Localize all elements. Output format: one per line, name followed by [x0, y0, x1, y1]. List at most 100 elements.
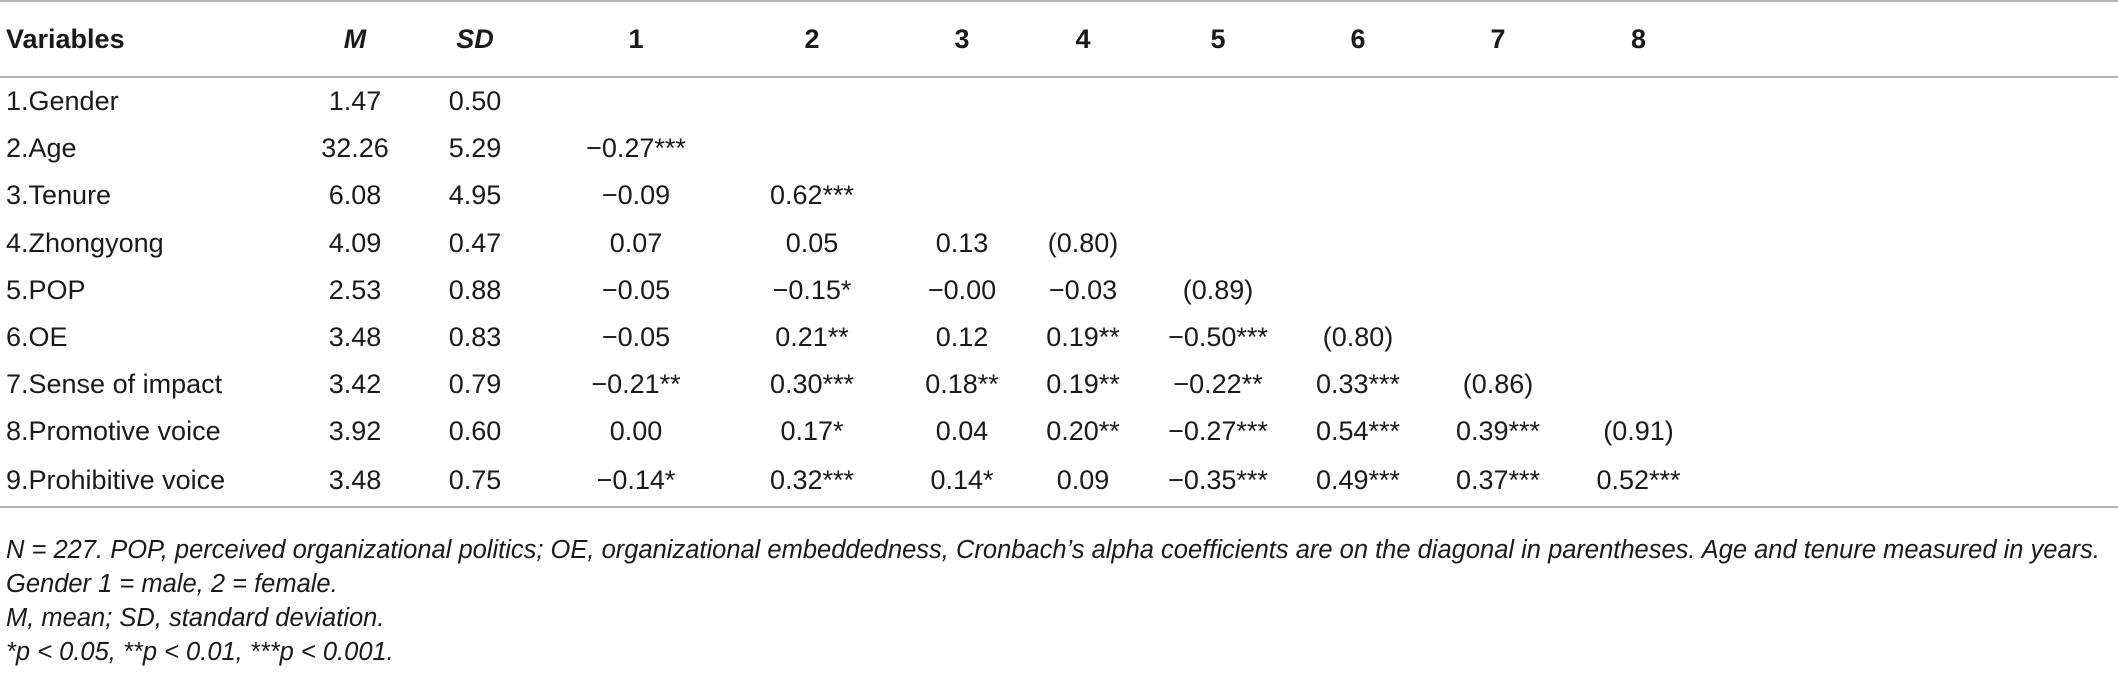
table-cell	[722, 77, 902, 125]
table-cell	[1144, 125, 1292, 172]
table-cell: 6.08	[328, 180, 382, 211]
table-cell	[1572, 314, 1705, 361]
table-cell: 0.09	[1022, 455, 1144, 508]
table-cell: −0.50***	[1168, 322, 1268, 353]
table-cell: 0.19**	[1046, 322, 1120, 353]
table-cell: −0.05	[601, 322, 671, 353]
table-row: 4.Zhongyong 4.09 0.47 0.07 0.05 0.13 (0.80)	[0, 220, 2118, 267]
note-line-significance: *p < 0.05, **p < 0.01, ***p < 0.001.	[6, 638, 394, 666]
table-cell	[1292, 125, 1424, 172]
table-cell	[1022, 125, 1144, 172]
table-cell	[1292, 220, 1424, 267]
table-cell	[1705, 220, 2118, 267]
table-cell	[1144, 172, 1292, 219]
table-cell	[1572, 172, 1705, 219]
table-cell: (0.86)	[1462, 369, 1534, 400]
table-cell	[1705, 408, 2118, 455]
table-cell: 0.83	[448, 322, 502, 353]
table-cell: 4.95	[448, 180, 502, 211]
table-row: 3.Tenure 6.08 4.95 −0.09 0.62***	[0, 172, 2118, 219]
table-cell: 0.13	[935, 227, 989, 258]
table-cell: 0.52***	[1572, 455, 1705, 508]
table-cell: 0.79	[448, 369, 502, 400]
header-col-2: 2	[722, 0, 902, 78]
table-cell: 32.26	[321, 133, 389, 164]
table-body: 1.Gender 1.47 0.50 2.Age 32.26 5.29 −0.27*** 3.…	[0, 77, 2118, 508]
table-row: 6.OE 3.48 0.83 −0.05 0.21** 0.12 0.19** −0.50**…	[0, 314, 2118, 361]
table-cell: 0.19**	[1046, 369, 1120, 400]
table-row: 1.Gender 1.47 0.50	[0, 77, 2118, 125]
header-row: Variables M SD 1 2 3 4 5 6 7 8 9	[0, 0, 2118, 78]
table-cell: (0.89)	[1182, 274, 1254, 305]
table-cell	[1572, 220, 1705, 267]
table-cell	[1292, 172, 1424, 219]
table-cell: 3.42	[328, 369, 382, 400]
table-cell: −0.15*	[772, 274, 852, 305]
table-cell: 0.50	[448, 86, 502, 117]
header-col-5: 5	[1144, 0, 1292, 78]
table-cell	[1705, 77, 2118, 125]
table-cell: −0.22**	[1173, 369, 1263, 400]
table-cell: −0.03	[1048, 274, 1118, 305]
table-cell	[902, 125, 1022, 172]
table-cell: 4.09	[328, 227, 382, 258]
table-cell	[902, 77, 1022, 125]
table-cell: 0.88	[448, 274, 502, 305]
table-cell: −0.27***	[586, 133, 686, 164]
table-cell: 0.33***	[1315, 369, 1401, 400]
header-col-8: 8	[1572, 0, 1705, 78]
table-cell	[1572, 267, 1705, 314]
table-header: Variables M SD 1 2 3 4 5 6 7 8 9	[0, 0, 2118, 78]
table-cell: 3.92	[328, 416, 382, 447]
table-cell: 5.29	[448, 133, 502, 164]
table-cell	[1424, 314, 1572, 361]
table-cell	[1022, 172, 1144, 219]
table-cell: 0.05	[785, 227, 839, 258]
table-cell: 0.00	[609, 416, 663, 447]
table-cell: −0.05	[601, 274, 671, 305]
header-col-9: 9	[1705, 0, 2118, 78]
table-cell: (0.80)	[1047, 227, 1119, 258]
table-cell: 3.48	[328, 322, 382, 353]
table-cell	[1424, 125, 1572, 172]
table-cell: (0.91)	[1603, 416, 1674, 447]
table-cell	[1572, 361, 1705, 408]
table-cell: 0.21**	[775, 322, 849, 353]
row-variable-label: 3.Tenure	[6, 180, 112, 211]
table-cell	[1144, 220, 1292, 267]
table-cell: 0.17*	[780, 416, 844, 447]
table-cell: −0.21**	[591, 369, 681, 400]
correlation-table-container: Variables M SD 1 2 3 4 5 6 7 8 9 1.Gende…	[0, 0, 2118, 508]
table-cell	[1424, 267, 1572, 314]
table-cell: 3.48	[310, 455, 400, 508]
row-variable-label: 4.Zhongyong	[6, 227, 164, 258]
note-line-abbreviations: M, mean; SD, standard deviation.	[6, 604, 385, 632]
table-cell: (0.80)	[1322, 322, 1394, 353]
table-cell	[1292, 267, 1424, 314]
header-sd: SD	[400, 0, 550, 78]
table-cell: 0.12	[935, 322, 989, 353]
table-cell	[1144, 77, 1292, 125]
table-cell: 2.53	[328, 274, 382, 305]
table-cell: −0.14*	[550, 455, 722, 508]
table-cell	[1022, 77, 1144, 125]
row-variable-label: 6.OE	[6, 322, 68, 353]
table-row: 5.POP 2.53 0.88 −0.05 −0.15* −0.00 −0.03 (0.89)	[0, 267, 2118, 314]
table-cell: 0.14*	[902, 455, 1022, 508]
table-cell	[1424, 220, 1572, 267]
table-cell	[1705, 314, 2118, 361]
table-cell	[1572, 77, 1705, 125]
table-cell: 0.49***	[1292, 455, 1424, 508]
table-cell	[902, 172, 1022, 219]
table-row: 2.Age 32.26 5.29 −0.27***	[0, 125, 2118, 172]
table-cell: −0.00	[927, 274, 997, 305]
table-cell: 0.62***	[769, 180, 855, 211]
table-cell	[1705, 172, 2118, 219]
table-cell: 0.18**	[925, 369, 999, 400]
table-cell	[1424, 77, 1572, 125]
header-col-3: 3	[902, 0, 1022, 78]
table-cell: −0.09	[601, 180, 671, 211]
table-cell: 0.47	[448, 227, 502, 258]
header-col-4: 4	[1022, 0, 1144, 78]
table-cell: 1.47	[328, 86, 382, 117]
